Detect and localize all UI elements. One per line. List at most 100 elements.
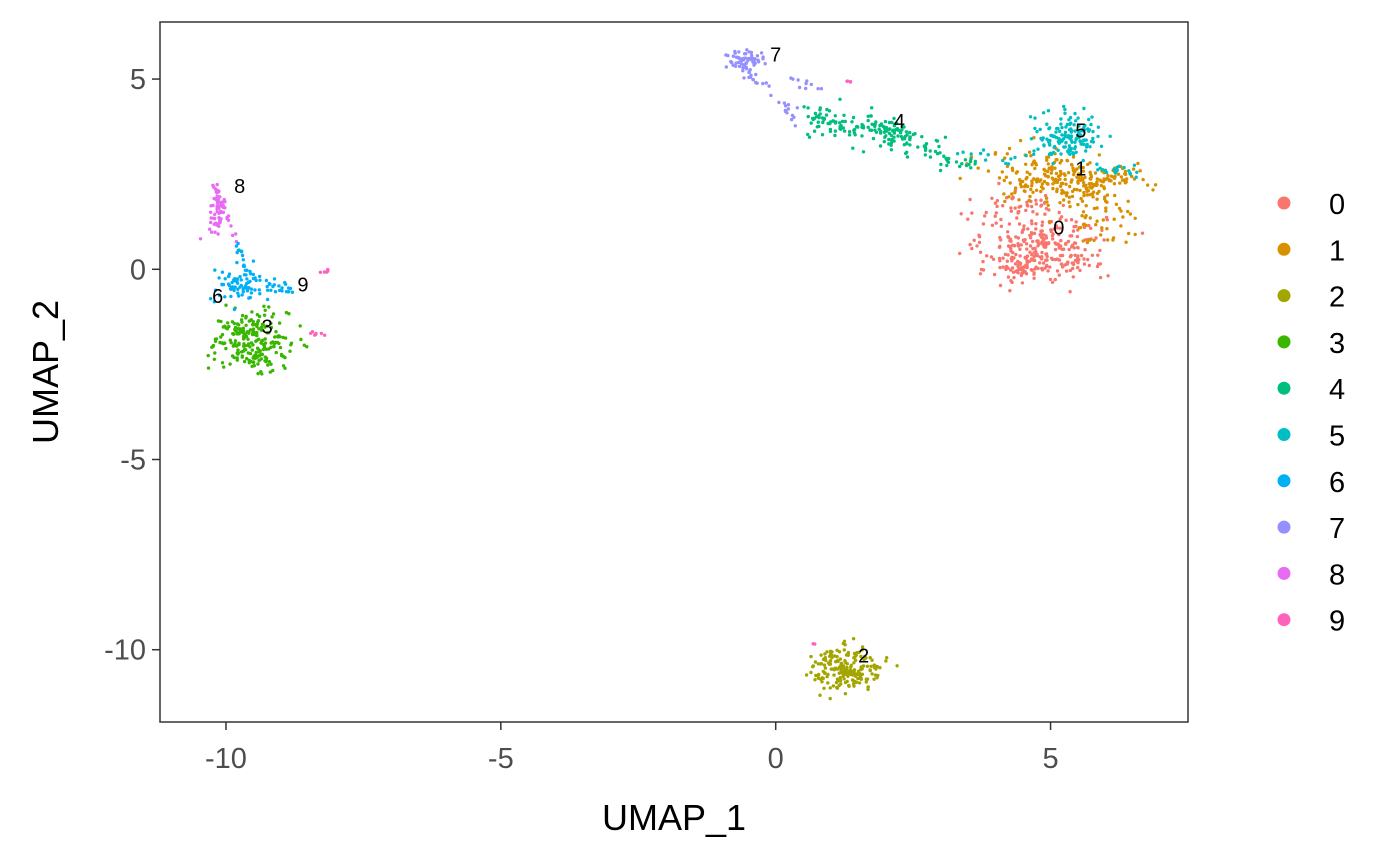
cluster-0-point xyxy=(1106,274,1110,278)
cluster-7-point xyxy=(757,60,761,64)
cluster-7-point xyxy=(748,75,753,79)
cluster-0-point xyxy=(1006,234,1010,239)
cluster-3-point xyxy=(247,358,251,362)
cluster-0-point xyxy=(977,235,982,239)
cluster-2-point xyxy=(875,676,879,680)
cluster-label-8: 8 xyxy=(234,176,245,198)
cluster-3-point xyxy=(244,323,248,327)
cluster-4-point xyxy=(968,159,973,164)
cluster-5-point xyxy=(1077,135,1081,140)
cluster-4-point xyxy=(945,163,949,168)
cluster-1-point xyxy=(1007,195,1011,199)
cluster-1-point xyxy=(1018,138,1023,143)
cluster-1-point xyxy=(1095,197,1099,201)
cluster-4-point xyxy=(878,123,882,128)
cluster-1-point xyxy=(1037,179,1042,183)
cluster-1-point xyxy=(1019,185,1024,189)
cluster-1-point xyxy=(1003,156,1007,160)
cluster-6-point xyxy=(239,250,244,254)
cluster-2-point xyxy=(821,669,825,674)
cluster-4-point xyxy=(807,135,812,139)
cluster-2-point xyxy=(885,656,889,660)
cluster-2-point xyxy=(852,668,857,673)
cluster-4-point xyxy=(938,151,942,155)
cluster-0-point xyxy=(1076,254,1080,258)
cluster-5-point xyxy=(1117,164,1121,168)
cluster-0-point xyxy=(1082,257,1086,261)
cluster-5-point xyxy=(1091,129,1095,134)
cluster-5-point xyxy=(1128,172,1133,176)
legend-label-1: 1 xyxy=(1329,235,1345,267)
cluster-0-point xyxy=(1031,239,1035,244)
cluster-1-point xyxy=(1008,181,1012,185)
cluster-7-point xyxy=(785,111,789,115)
cluster-6-point xyxy=(229,294,233,299)
cluster-4-point xyxy=(963,158,968,162)
cluster-7-point xyxy=(741,69,745,73)
cluster-2-point xyxy=(819,653,823,657)
cluster-5-point xyxy=(1049,133,1053,138)
cluster-7-point xyxy=(734,55,739,59)
cluster-7-point xyxy=(748,68,752,72)
cluster-5-point xyxy=(1063,111,1067,116)
cluster-6-point xyxy=(230,285,235,289)
cluster-1-point xyxy=(1079,196,1083,201)
cluster-6-point xyxy=(223,277,227,281)
cluster-1-point xyxy=(1059,172,1063,176)
cluster-5-point xyxy=(1032,152,1036,156)
cluster-4-point xyxy=(928,155,933,159)
cluster-5-point xyxy=(1036,147,1040,151)
cluster-0-point xyxy=(1051,237,1055,241)
cluster-5-point xyxy=(1108,134,1112,138)
cluster-5-point xyxy=(1089,122,1093,127)
cluster-1-point xyxy=(1029,154,1033,158)
cluster-6-point xyxy=(254,278,258,283)
cluster-3-point xyxy=(222,365,226,369)
legend-key-7 xyxy=(1277,520,1291,534)
cluster-1-point xyxy=(1081,169,1086,173)
cluster-0-point xyxy=(1009,268,1013,272)
cluster-1-point xyxy=(1010,168,1015,173)
cluster-1-point xyxy=(1064,182,1068,186)
cluster-2-point xyxy=(817,672,821,677)
cluster-2-point xyxy=(828,696,832,701)
cluster-0-point xyxy=(1083,248,1087,252)
cluster-0-point xyxy=(1066,260,1070,264)
cluster-7-point xyxy=(786,103,791,107)
cluster-7-point xyxy=(729,59,733,64)
cluster-2-point xyxy=(839,668,843,673)
cluster-3-point xyxy=(269,321,273,326)
legend-label-4: 4 xyxy=(1329,374,1345,406)
cluster-0-point xyxy=(1003,252,1008,257)
cluster-4-point xyxy=(913,132,917,136)
cluster-2-point xyxy=(823,666,828,670)
cluster-2-point xyxy=(828,661,832,665)
cluster-2-point xyxy=(838,657,843,661)
cluster-0-point xyxy=(1058,217,1062,221)
cluster-5-point xyxy=(1104,170,1109,175)
cluster-8-point xyxy=(221,210,226,215)
x-tick-label: 5 xyxy=(1042,743,1058,775)
cluster-5-point xyxy=(1004,161,1008,166)
cluster-1-point xyxy=(1014,171,1018,175)
cluster-1-point xyxy=(1133,232,1137,237)
cluster-3-point xyxy=(220,332,225,337)
cluster-3-point xyxy=(259,370,263,374)
cluster-4-point xyxy=(889,148,894,152)
cluster-0-point xyxy=(1024,208,1028,213)
cluster-0-point xyxy=(1024,242,1029,246)
cluster-0-point xyxy=(1016,236,1020,240)
cluster-4-point xyxy=(900,124,905,129)
cluster-0-point xyxy=(1086,257,1090,262)
cluster-8-point xyxy=(213,212,217,217)
cluster-8-point xyxy=(212,196,216,201)
cluster-0-point xyxy=(1044,206,1049,211)
legend-key-3 xyxy=(1277,335,1291,349)
cluster-6-point xyxy=(277,284,281,288)
cluster-2-point xyxy=(813,660,818,664)
cluster-3-point xyxy=(249,318,254,322)
cluster-2-point xyxy=(851,673,855,677)
plot-panel xyxy=(159,21,1189,723)
cluster-0-point xyxy=(998,244,1002,249)
cluster-5-point xyxy=(1029,137,1034,141)
